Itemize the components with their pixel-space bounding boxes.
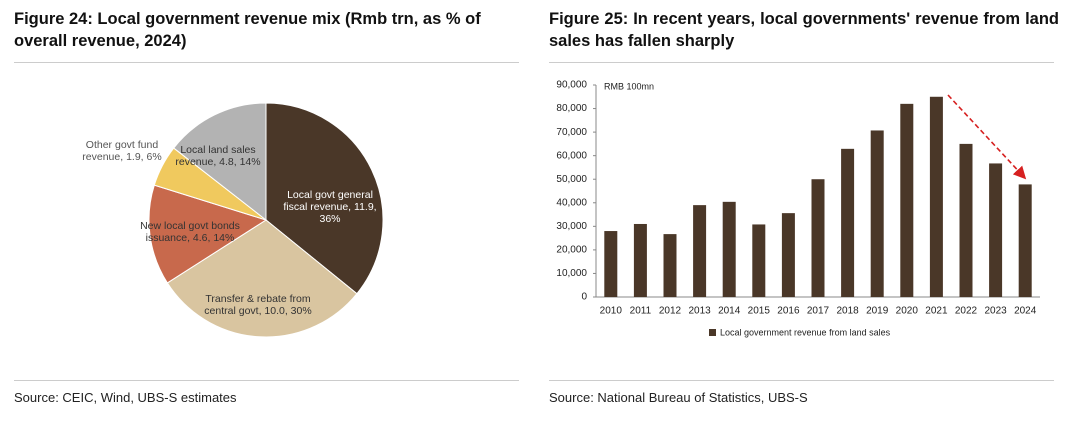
slice-label: New local govt bonds issuance, 4.6, 14%: [140, 220, 240, 244]
x-tick-label: 2022: [955, 306, 978, 317]
bar: [663, 234, 677, 297]
bar: [781, 213, 795, 297]
pie-slice: [148, 184, 268, 284]
pie-slice: [173, 102, 267, 222]
slice-label: Transfer & rebate from central govt, 10.…: [204, 293, 312, 317]
bar: [752, 224, 766, 297]
bar: [870, 130, 884, 297]
y-tick-label: 20,000: [556, 245, 587, 256]
chart-title: Figure 24: Local government revenue mix …: [14, 10, 481, 50]
x-tick-label: 2018: [836, 306, 859, 317]
bar: [604, 231, 618, 297]
x-tick-label: 2010: [600, 306, 623, 317]
legend-label: Local government revenue from land sales: [720, 327, 891, 337]
y-tick-label: 40,000: [556, 197, 587, 208]
bar: [900, 103, 914, 297]
y-tick-label: 70,000: [556, 127, 587, 138]
annotation: RMB 100mn: [604, 81, 654, 91]
slice-label: Local land sales revenue, 4.8, 14%: [175, 144, 261, 168]
x-tick-label: 2012: [659, 306, 682, 317]
bar: [841, 148, 855, 297]
bar: [633, 223, 647, 297]
pie-slice: [166, 219, 358, 338]
rule: [14, 380, 519, 381]
y-tick-label: 90,000: [556, 80, 587, 91]
x-tick-label: 2014: [718, 306, 741, 317]
y-tick-label: 50,000: [556, 174, 587, 185]
x-tick-label: 2015: [748, 306, 771, 317]
bar: [811, 179, 825, 297]
slice-label: Other govt fund revenue, 1.9, 6%: [82, 139, 162, 163]
rule: [549, 62, 1054, 63]
x-tick-label: 2019: [866, 306, 889, 317]
slice-label: Local govt general fiscal revenue, 11.9,…: [283, 189, 377, 225]
pie-slice: [265, 102, 384, 295]
trend-arrow: [947, 94, 1027, 180]
y-tick-label: 10,000: [556, 268, 587, 279]
bar: [693, 205, 707, 297]
bar: [959, 143, 973, 297]
bar: [722, 201, 736, 297]
x-tick-label: 2024: [1014, 306, 1037, 317]
chart-title: Figure 25: In recent years, local govern…: [549, 10, 1059, 50]
x-tick-label: 2023: [984, 306, 1007, 317]
x-tick-label: 2011: [630, 306, 652, 317]
y-tick-label: 80,000: [556, 103, 587, 114]
bar: [929, 96, 943, 298]
rule: [549, 380, 1054, 381]
legend-swatch: [709, 329, 716, 336]
x-tick-label: 2017: [807, 306, 830, 317]
source: Source: National Bureau of Statistics, U…: [549, 390, 808, 405]
y-tick-label: 60,000: [556, 150, 587, 161]
rule: [14, 62, 519, 63]
y-tick-label: 30,000: [556, 221, 587, 232]
x-tick-label: 2013: [688, 306, 711, 317]
x-tick-label: 2020: [896, 306, 919, 317]
y-tick-label: 0: [581, 292, 587, 303]
bar: [1018, 184, 1032, 297]
source: Source: CEIC, Wind, UBS-S estimates: [14, 390, 237, 405]
x-tick-label: 2021: [925, 306, 948, 317]
bar: [989, 163, 1003, 297]
x-tick-label: 2016: [777, 306, 800, 317]
